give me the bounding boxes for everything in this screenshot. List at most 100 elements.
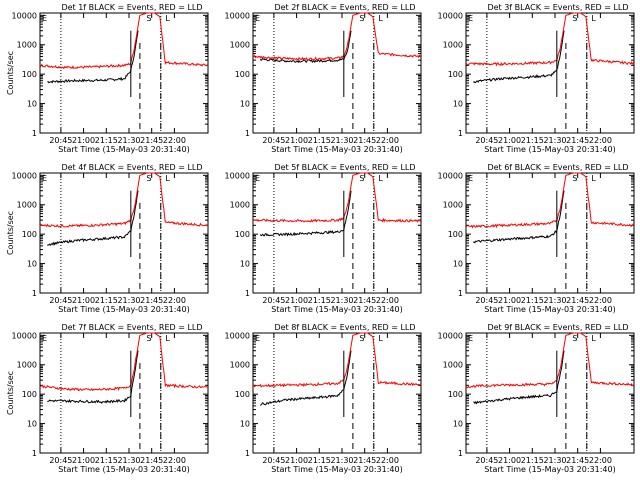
x-tick-label: 22:00 — [589, 456, 612, 465]
marker-s-label: S — [146, 14, 151, 23]
series-line-lld — [39, 172, 209, 228]
series-line-lld — [39, 332, 209, 392]
marker-s-label: S — [359, 174, 364, 183]
y-tick-label: 10 — [27, 260, 37, 269]
y-tick-label: 100 — [235, 390, 250, 399]
series-line-events — [473, 350, 565, 405]
marker-l-label: L — [378, 334, 383, 343]
y-tick-label: 1 — [245, 289, 250, 298]
x-tick-label: 21:30 — [117, 296, 140, 305]
x-tick-label: 21:45 — [566, 456, 589, 465]
marker-e-label: E — [255, 14, 260, 23]
x-tick-label: 20:45 — [475, 456, 498, 465]
x-tick-label: 21:15 — [521, 136, 544, 145]
plot-panel-2: Det 2f BLACK = Events, RED = LLD 1 10 100 10… — [225, 3, 422, 154]
marker-s-label: S — [572, 174, 577, 183]
y-tick-label: 10000 — [438, 171, 463, 180]
plot-title: Det 4f BLACK = Events, RED = LLD — [61, 163, 202, 172]
x-tick-label: 22:00 — [163, 296, 186, 305]
x-tick-label: 21:45 — [140, 456, 163, 465]
plot-title: Det 9f BLACK = Events, RED = LLD — [487, 323, 628, 332]
x-tick-label: 21:15 — [521, 296, 544, 305]
y-tick-label: 10 — [27, 420, 37, 429]
y-tick-label: 1000 — [443, 361, 463, 370]
x-tick-label: 21:15 — [521, 456, 544, 465]
x-tick-label: 20:45 — [475, 296, 498, 305]
marker-e-label: E — [468, 174, 473, 183]
y-axis-label: Counts/sec — [6, 371, 15, 415]
x-tick-label: 20:45 — [262, 296, 285, 305]
y-tick-label: 1 — [458, 449, 463, 458]
plot-frame — [39, 12, 209, 134]
marker-l-label: L — [591, 174, 596, 183]
plot-frame — [465, 12, 635, 134]
x-tick-label: 22:00 — [163, 136, 186, 145]
x-axis-label: Start Time (15-May-03 20:31:40) — [271, 305, 402, 314]
x-tick-label: 20:45 — [49, 136, 72, 145]
y-tick-label: 1 — [32, 289, 37, 298]
plot-frame — [252, 332, 422, 454]
x-tick-label: 21:45 — [140, 296, 163, 305]
plot-panel-7: Det 7f BLACK = Events, RED = LLD 1 10 100 10… — [6, 323, 209, 474]
marker-l-label: L — [591, 14, 596, 23]
x-tick-label: 20:45 — [262, 456, 285, 465]
x-tick-label: 21:30 — [117, 136, 140, 145]
plot-title: Det 8f BLACK = Events, RED = LLD — [274, 323, 415, 332]
y-tick-label: 100 — [448, 390, 463, 399]
x-tick-label: 22:00 — [589, 136, 612, 145]
x-tick-label: 21:00 — [72, 136, 95, 145]
y-tick-label: 10000 — [438, 331, 463, 340]
x-tick-label: 21:15 — [308, 296, 331, 305]
y-tick-label: 1 — [245, 449, 250, 458]
plot-title: Det 5f BLACK = Events, RED = LLD — [274, 163, 415, 172]
y-tick-label: 10 — [453, 260, 463, 269]
plot-panel-6: Det 6f BLACK = Events, RED = LLD 1 10 100 10… — [438, 163, 635, 314]
y-tick-label: 1000 — [230, 361, 250, 370]
plot-frame — [252, 172, 422, 294]
plot-frame — [465, 172, 635, 294]
series-line-events — [47, 30, 139, 84]
series-line-lld — [39, 12, 209, 70]
x-tick-label: 21:45 — [353, 136, 376, 145]
x-tick-label: 22:00 — [376, 296, 399, 305]
series-line-events — [472, 190, 565, 244]
y-tick-label: 1000 — [17, 361, 37, 370]
y-tick-label: 10000 — [12, 171, 37, 180]
marker-l-label: L — [165, 174, 170, 183]
x-tick-label: 21:00 — [285, 296, 308, 305]
plot-title: Det 6f BLACK = Events, RED = LLD — [487, 163, 628, 172]
y-tick-label: 10000 — [12, 331, 37, 340]
x-tick-label: 21:45 — [566, 136, 589, 145]
x-tick-label: 21:15 — [95, 456, 118, 465]
x-tick-label: 21:00 — [72, 456, 95, 465]
y-tick-label: 1 — [458, 129, 463, 138]
plot-panel-5: Det 5f BLACK = Events, RED = LLD 1 10 100 10… — [225, 163, 422, 314]
plot-panel-8: Det 8f BLACK = Events, RED = LLD 1 10 100 10… — [225, 323, 422, 474]
x-tick-label: 22:00 — [376, 136, 399, 145]
y-tick-label: 10000 — [225, 171, 250, 180]
marker-e-label: E — [255, 174, 260, 183]
plot-title: Det 2f BLACK = Events, RED = LLD — [274, 3, 415, 12]
plot-panel-4: Det 4f BLACK = Events, RED = LLD 1 10 100 10… — [6, 163, 209, 314]
marker-l-label: L — [591, 334, 596, 343]
marker-s-label: S — [572, 14, 577, 23]
plot-frame — [465, 332, 635, 454]
x-tick-label: 21:00 — [72, 296, 95, 305]
x-axis-label: Start Time (15-May-03 20:31:40) — [484, 145, 615, 154]
y-tick-label: 1 — [32, 449, 37, 458]
plot-panel-9: Det 9f BLACK = Events, RED = LLD 1 10 100 10… — [438, 323, 635, 474]
y-tick-label: 100 — [235, 70, 250, 79]
plot-frame — [39, 172, 209, 294]
y-tick-label: 100 — [22, 70, 37, 79]
x-tick-label: 21:30 — [117, 456, 140, 465]
x-axis-label: Start Time (15-May-03 20:31:40) — [484, 305, 615, 314]
y-tick-label: 1 — [458, 289, 463, 298]
y-tick-label: 1 — [245, 129, 250, 138]
x-axis-label: Start Time (15-May-03 20:31:40) — [58, 465, 189, 474]
plot-frame — [39, 332, 209, 454]
x-tick-label: 22:00 — [163, 456, 186, 465]
x-axis-label: Start Time (15-May-03 20:31:40) — [271, 465, 402, 474]
x-tick-label: 21:00 — [498, 296, 521, 305]
marker-l-label: L — [378, 174, 383, 183]
